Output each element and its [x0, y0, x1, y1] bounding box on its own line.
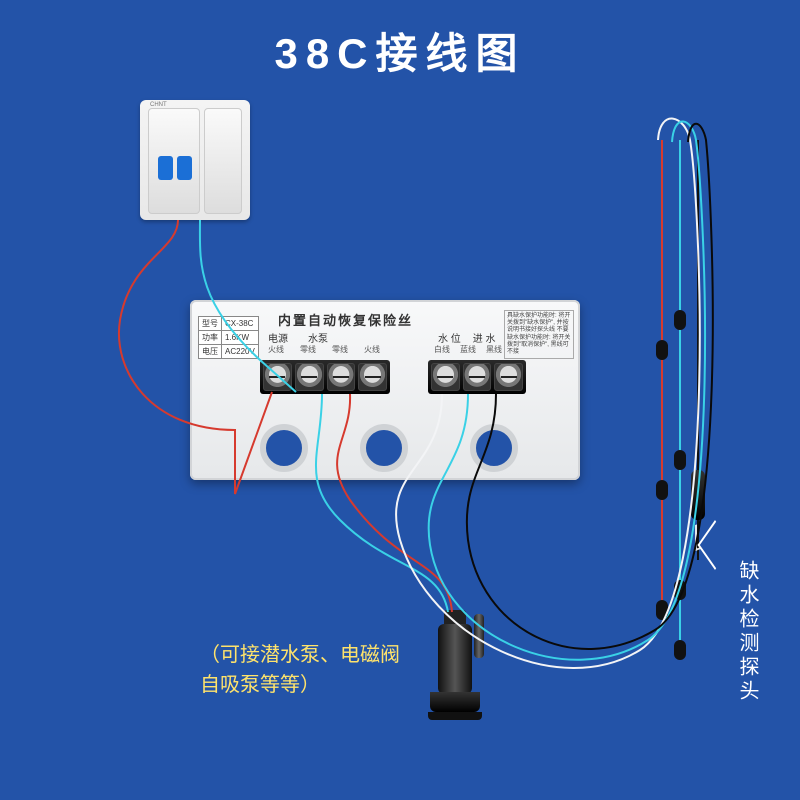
mount-hole: [470, 424, 518, 472]
submersible-pump: [430, 610, 480, 730]
probe-black: [697, 140, 699, 560]
pump-annotation: （可接潜水泵、电磁阀自吸泵等等）: [200, 640, 410, 700]
sub-labels-left: 火线零线零线火线: [268, 344, 380, 355]
probe-red: [661, 140, 663, 610]
terminal-block-right: [428, 360, 526, 394]
spec-table: 型号CX-38C 功率1.6KW 电压AC220V: [198, 316, 259, 359]
controller-header: 内置自动恢复保险丝: [278, 310, 413, 329]
circuit-breaker: CHNT: [140, 100, 250, 220]
probe-annotation: 缺水检测探头: [733, 560, 762, 704]
group-labels-left: 电源水泵: [268, 330, 328, 345]
page-title: 38C接线图: [0, 20, 800, 81]
controller-box: 型号CX-38C 功率1.6KW 电压AC220V 内置自动恢复保险丝 电源水泵…: [190, 300, 580, 480]
breaker-brand: CHNT: [150, 102, 167, 108]
mount-hole: [260, 424, 308, 472]
breaker-toggles: [158, 156, 192, 180]
probe-cyan: [679, 140, 681, 650]
mount-hole: [360, 424, 408, 472]
controller-note: 具缺水保护功能时: 将开关拨到"缺水保护", 并按说明书接好探头线 不要缺水保护…: [504, 310, 574, 359]
sub-labels-right: 白线蓝线黑线: [434, 344, 502, 355]
water-probes: [655, 140, 715, 700]
terminal-block-left: [260, 360, 390, 394]
group-labels-right: 水 位进 水: [438, 330, 496, 345]
